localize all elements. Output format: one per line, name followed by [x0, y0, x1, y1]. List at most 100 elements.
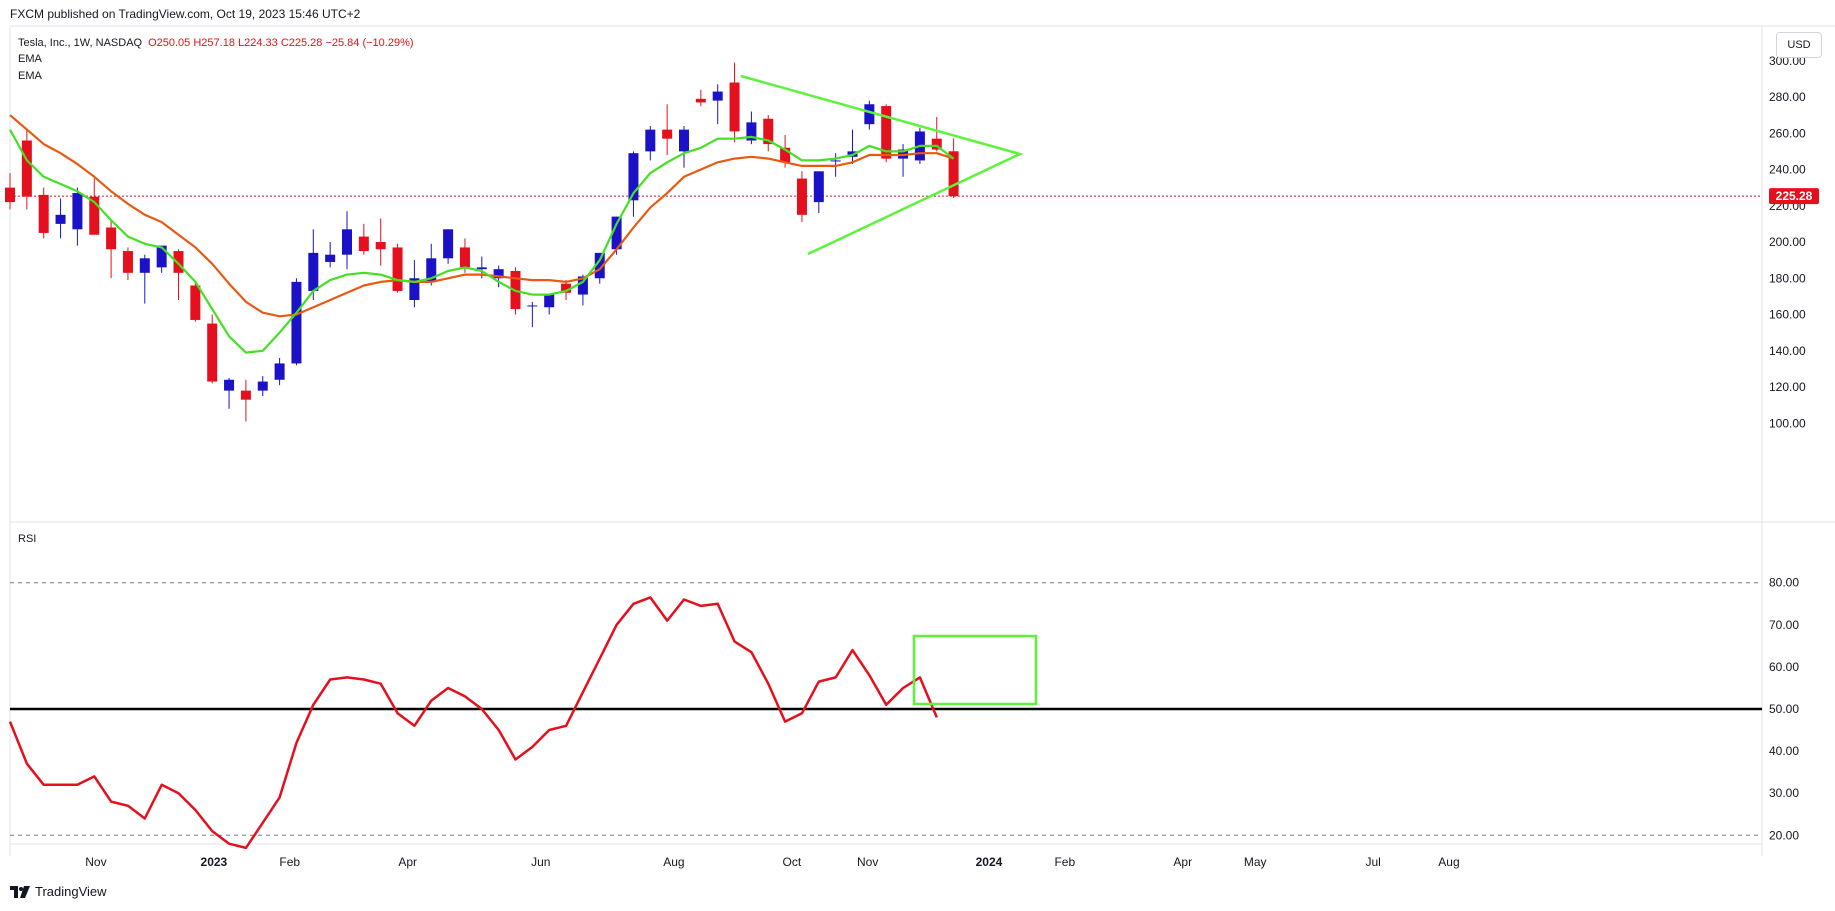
last-price-marker: 225.28: [1769, 188, 1819, 205]
time-tick-label: Nov: [857, 855, 878, 869]
candle-body: [527, 305, 538, 307]
legend-ema-2[interactable]: EMA: [18, 70, 43, 82]
candle-body: [544, 294, 555, 308]
candle-body: [443, 229, 454, 259]
price-tick-label: 100.00: [1769, 416, 1806, 430]
last-price-label: 225.28: [1776, 189, 1813, 203]
rsi-tick-label: 80.00: [1769, 576, 1799, 590]
rsi-tick-label: 60.00: [1769, 660, 1799, 674]
time-tick-label: Jul: [1365, 855, 1380, 869]
time-tick-label: 2024: [976, 855, 1003, 869]
rsi-axis-ticks: 20.00 30.00 40.00 50.00 60.00 70.00 80.00: [1769, 576, 1799, 843]
candle-body: [813, 171, 824, 203]
candle-body: [325, 254, 336, 262]
candle-body: [645, 129, 656, 152]
time-tick-label: Apr: [1173, 855, 1192, 869]
candle-body: [21, 140, 32, 197]
candle-body: [375, 242, 386, 250]
candle-body: [89, 196, 100, 235]
candle-body: [796, 178, 807, 215]
currency-button[interactable]: USD: [1776, 32, 1822, 58]
time-tick-label: Nov: [85, 855, 106, 869]
candle-body: [476, 267, 487, 270]
price-tick-label: 160.00: [1769, 308, 1806, 322]
legend-rsi[interactable]: RSI: [18, 533, 36, 545]
time-tick-label: Apr: [398, 855, 417, 869]
candle-body: [224, 379, 235, 391]
candle-body: [342, 229, 352, 255]
candle-body: [308, 252, 319, 291]
candle-body: [830, 160, 841, 162]
ema-slow-line: [9, 114, 954, 318]
time-tick-label: Oct: [783, 855, 802, 869]
price-tick-label: 180.00: [1769, 271, 1806, 285]
tradingview-logo-icon: [10, 885, 30, 898]
candle-body: [459, 247, 470, 268]
rsi-tick-label: 50.00: [1769, 702, 1799, 716]
candle-body: [139, 258, 150, 273]
candle-body: [38, 194, 49, 233]
candle-body: [106, 227, 117, 250]
candlestick-series: [5, 62, 959, 422]
candle-body: [409, 278, 420, 300]
candle-body: [173, 251, 184, 273]
candle-body: [392, 247, 403, 291]
price-tick-label: 120.00: [1769, 380, 1806, 394]
candle-body: [207, 323, 218, 382]
tradingview-brand: TradingView: [35, 884, 107, 899]
price-tick-label: 200.00: [1769, 235, 1806, 249]
rsi-tick-label: 30.00: [1769, 786, 1799, 800]
candle-body: [156, 245, 167, 268]
time-tick-label: Jun: [531, 855, 550, 869]
tradingview-logo: TradingView: [10, 884, 107, 899]
candle-body: [763, 118, 774, 145]
price-tick-label: 240.00: [1769, 163, 1806, 177]
candle-body: [628, 153, 639, 201]
legend-ema-1[interactable]: EMA: [18, 53, 43, 65]
rsi-box-drawing[interactable]: [912, 634, 1038, 706]
candle-body: [55, 214, 66, 224]
candle-body: [679, 129, 689, 152]
candle-body: [594, 252, 605, 279]
candle-body: [881, 106, 892, 159]
price-axis-ticks: 100.00120.00140.00160.00180.00200.00220.…: [1769, 54, 1806, 431]
candle-body: [729, 82, 740, 132]
candle-body: [577, 276, 588, 295]
time-tick-label: Aug: [663, 855, 684, 869]
candle-body: [948, 151, 959, 197]
rsi-tick-label: 20.00: [1769, 828, 1799, 842]
candle-body: [611, 216, 622, 250]
candle-body: [72, 193, 83, 230]
price-tick-label: 260.00: [1769, 126, 1806, 140]
price-tick-label: 280.00: [1769, 90, 1806, 104]
candle-body: [358, 236, 369, 252]
candle-body: [493, 269, 504, 279]
rsi-line: [8, 596, 938, 850]
time-tick-label: May: [1244, 855, 1267, 869]
candle-body: [712, 91, 723, 101]
legend-ohlc: O250.05 H257.18 L224.33 C225.28 −25.84 (…: [148, 37, 413, 49]
time-tick-label: 2023: [201, 855, 228, 869]
legend-symbol[interactable]: Tesla, Inc., 1W, NASDAQ O250.05 H257.18 L…: [18, 37, 414, 49]
rsi-tick-label: 40.00: [1769, 744, 1799, 758]
candle-body: [780, 147, 791, 163]
candle-body: [291, 281, 302, 364]
candle-body: [931, 138, 942, 150]
time-tick-label: Aug: [1438, 855, 1459, 869]
time-tick-label: Feb: [1054, 855, 1075, 869]
candle-body: [662, 129, 673, 139]
price-tick-label: 140.00: [1769, 344, 1806, 358]
legend-symbol-name: Tesla, Inc., 1W, NASDAQ: [18, 37, 143, 49]
candle-body: [561, 283, 572, 293]
ema-fast-line: [9, 129, 955, 354]
candle-body: [864, 104, 875, 125]
candle-body: [122, 251, 133, 273]
time-axis-ticks: Nov 2023 Feb Apr Jun Aug Oct Nov 2024 Feb Apr May Ju…: [85, 855, 1459, 869]
time-tick-label: Feb: [279, 855, 300, 869]
candle-body: [274, 363, 285, 380]
rsi-tick-label: 70.00: [1769, 618, 1799, 632]
triangle-pattern-drawing[interactable]: [740, 74, 1024, 256]
candle-body: [426, 258, 437, 282]
candle-body: [257, 381, 268, 391]
